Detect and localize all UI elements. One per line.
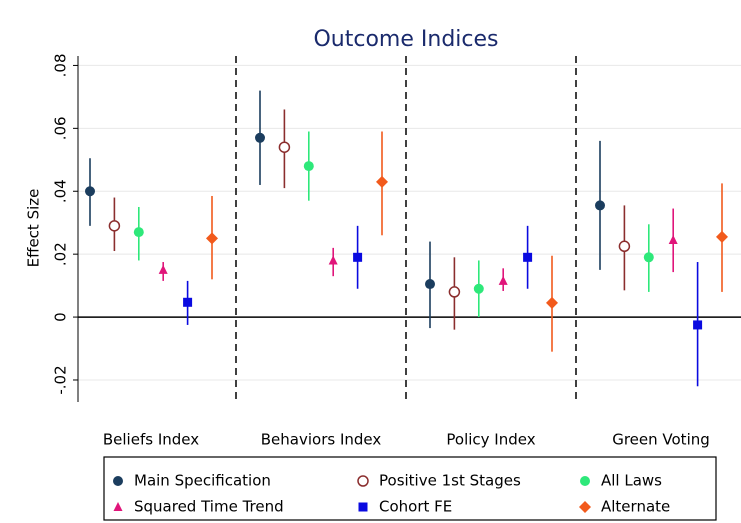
marker [113, 502, 123, 511]
marker [85, 186, 95, 197]
marker [303, 161, 314, 172]
legend-label: All Laws [601, 472, 662, 490]
marker [358, 502, 368, 512]
marker [448, 286, 461, 298]
y-tick-label: .02 [52, 242, 70, 266]
marker [113, 476, 123, 486]
y-tick-label: -.02 [52, 365, 70, 394]
y-tick-label: .06 [52, 116, 70, 140]
chart-title: Outcome Indices [313, 27, 498, 52]
legend-item: Main Specification [113, 472, 271, 490]
legend-item: Positive 1st Stages [357, 472, 521, 490]
marker [255, 132, 265, 143]
legend-item: Cohort FE [358, 498, 452, 516]
marker [643, 252, 654, 263]
marker [158, 264, 168, 274]
marker [618, 240, 631, 253]
marker [716, 230, 728, 243]
marker [376, 175, 388, 188]
marker [353, 252, 363, 262]
marker [328, 255, 338, 265]
legend-label: Positive 1st Stages [379, 472, 521, 490]
legend-item: All Laws [580, 472, 662, 490]
legend-item: Alternate [579, 498, 670, 516]
marker [425, 279, 435, 290]
legend-label: Alternate [601, 498, 670, 516]
marker [133, 227, 144, 238]
legend-label: Main Specification [134, 472, 271, 490]
marker [278, 141, 291, 153]
legend-label: Cohort FE [379, 498, 452, 516]
y-tick-label: .04 [52, 179, 70, 203]
marker [580, 476, 590, 486]
marker [693, 320, 703, 330]
marker [595, 200, 605, 211]
legend-box [103, 456, 717, 521]
marker [546, 296, 558, 309]
x-tick-label: Policy Index [446, 431, 535, 449]
marker [668, 235, 678, 245]
marker [183, 297, 193, 307]
marker [357, 475, 369, 487]
marker [579, 501, 591, 513]
legend-label: Squared Time Trend [134, 498, 284, 516]
marker [498, 275, 508, 285]
marker [473, 283, 484, 294]
legend-item: Squared Time Trend [113, 498, 284, 516]
y-axis-label: Effect Size [25, 189, 43, 268]
marker [108, 220, 121, 232]
marker [206, 232, 218, 245]
y-tick-label: 0 [52, 312, 70, 322]
y-tick-label: .08 [52, 54, 70, 78]
marker [523, 252, 533, 262]
x-tick-label: Beliefs Index [103, 431, 199, 449]
x-tick-label: Green Voting [612, 431, 710, 449]
x-tick-label: Behaviors Index [261, 431, 382, 449]
